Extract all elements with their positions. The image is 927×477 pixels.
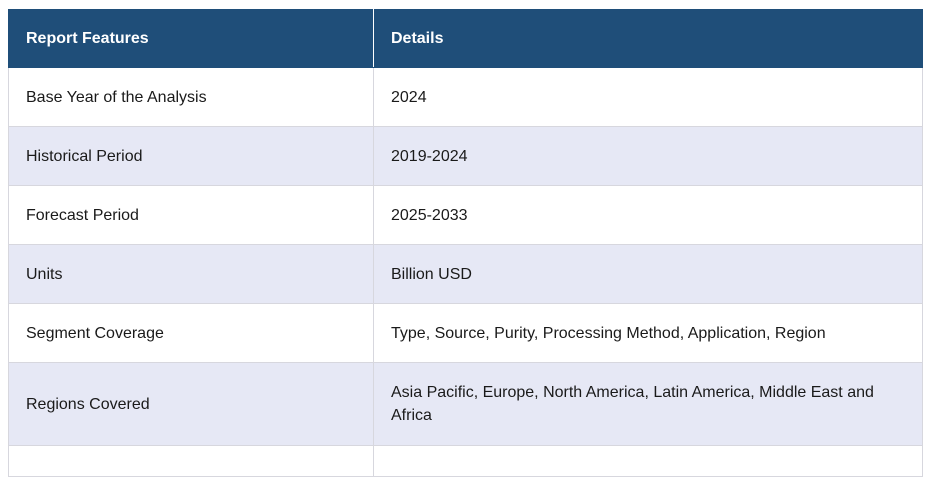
report-features-table: Report Features Details Base Year of the… — [8, 9, 923, 477]
table-row: Units Billion USD — [8, 244, 923, 304]
table-row: Historical Period 2019-2024 — [8, 126, 923, 186]
feature-cell-empty — [8, 445, 374, 477]
table-header-row: Report Features Details — [8, 9, 923, 68]
details-cell: 2024 — [373, 67, 923, 127]
table-row: Regions Covered Asia Pacific, Europe, No… — [8, 362, 923, 446]
feature-cell: Regions Covered — [8, 362, 374, 446]
feature-cell: Segment Coverage — [8, 303, 374, 363]
table-row: Segment Coverage Type, Source, Purity, P… — [8, 303, 923, 363]
details-cell: 2025-2033 — [373, 185, 923, 245]
details-cell: 2019-2024 — [373, 126, 923, 186]
table-row-partial — [8, 445, 923, 477]
feature-cell: Units — [8, 244, 374, 304]
details-cell: Type, Source, Purity, Processing Method,… — [373, 303, 923, 363]
report-table-container: Report Features Details Base Year of the… — [8, 9, 923, 477]
details-cell: Billion USD — [373, 244, 923, 304]
table-row: Base Year of the Analysis 2024 — [8, 67, 923, 127]
feature-cell: Base Year of the Analysis — [8, 67, 374, 127]
table-row: Forecast Period 2025-2033 — [8, 185, 923, 245]
feature-cell: Historical Period — [8, 126, 374, 186]
header-details: Details — [373, 9, 923, 68]
header-report-features: Report Features — [8, 9, 374, 68]
details-cell: Asia Pacific, Europe, North America, Lat… — [373, 362, 923, 446]
details-cell-empty — [373, 445, 923, 477]
feature-cell: Forecast Period — [8, 185, 374, 245]
